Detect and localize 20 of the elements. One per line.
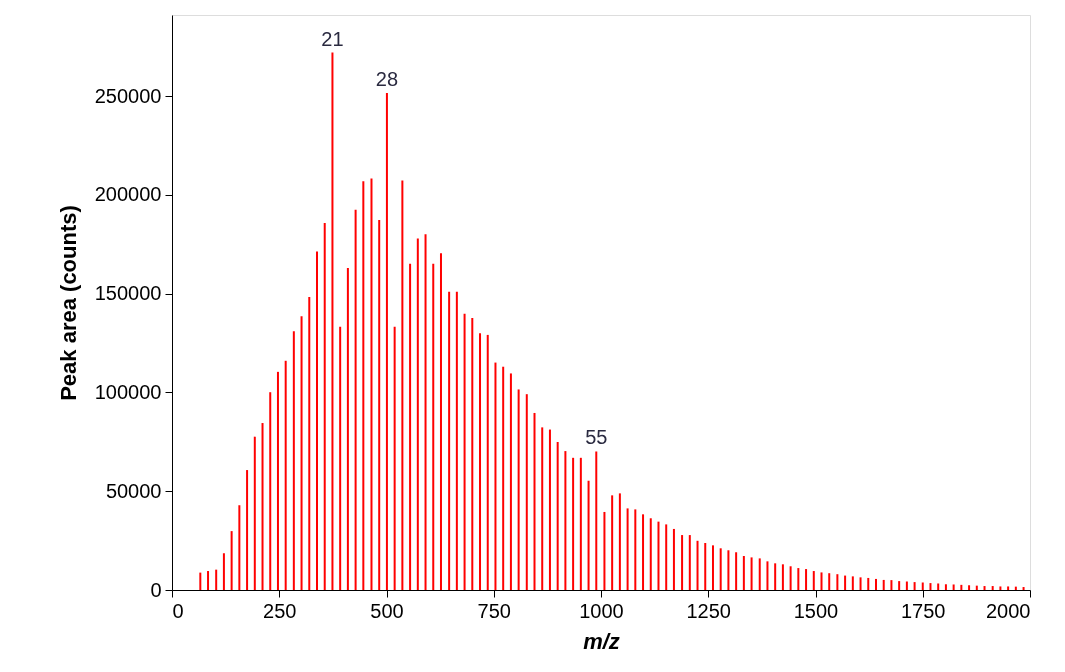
x-axis-title: m/z <box>583 628 620 654</box>
y-tick-label: 50000 <box>105 479 162 502</box>
x-tick-label: 2000 <box>986 599 1031 622</box>
y-tick-label: 250000 <box>94 84 162 107</box>
y-tick-label: 200000 <box>94 183 162 206</box>
x-tick-label: 500 <box>370 599 404 622</box>
annotation: 28 <box>375 68 399 91</box>
y-tick-label: 100000 <box>94 380 162 403</box>
x-tick-label: 1000 <box>579 599 624 622</box>
x-tick-label: 1500 <box>793 599 839 622</box>
x-tick-label: 1250 <box>686 599 731 622</box>
y-axis-title: Peak area (counts) <box>55 205 81 401</box>
x-tick-label: 250 <box>263 599 297 622</box>
x-tick-label: 750 <box>477 599 511 622</box>
annotation: 21 <box>321 27 344 50</box>
y-tick-label: 150000 <box>94 282 162 305</box>
annotation: 55 <box>585 426 608 449</box>
x-tick-label: 1750 <box>901 599 946 622</box>
x-tick-label: 0 <box>172 599 184 622</box>
y-tick-label: 0 <box>150 578 162 601</box>
